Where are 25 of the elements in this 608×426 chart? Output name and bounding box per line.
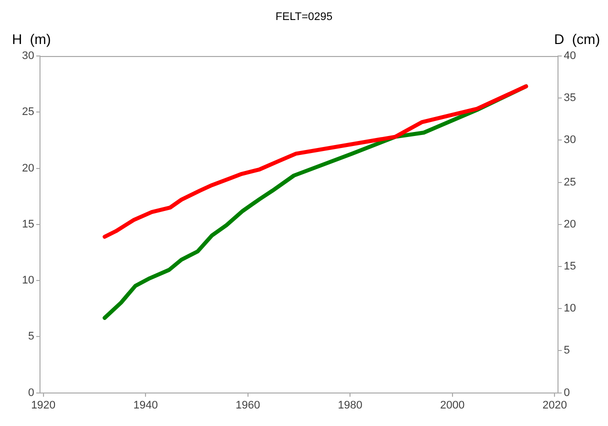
x-tick-label: 1960 xyxy=(236,399,260,412)
y2-tick-label: 40 xyxy=(564,50,576,62)
y2-axis-title: D (cm) xyxy=(554,31,600,47)
chart-title: FELT=0295 xyxy=(276,11,332,23)
x-tick-label: 1940 xyxy=(133,399,158,412)
y2-tick-label: 20 xyxy=(564,218,576,230)
x-tick-label: 1920 xyxy=(31,399,56,412)
y-tick-label: 5 xyxy=(28,330,34,343)
y2-tick-label: 0 xyxy=(564,386,570,399)
y-tick-label: 30 xyxy=(22,50,34,62)
y-tick-label: 25 xyxy=(22,106,34,118)
y-tick-label: 10 xyxy=(22,274,34,287)
y2-tick-label: 30 xyxy=(564,134,576,146)
y-tick-label: 0 xyxy=(28,386,34,399)
y2-tick-label: 15 xyxy=(564,260,576,273)
y2-tick-label: 5 xyxy=(564,344,570,357)
y-tick-label: 20 xyxy=(22,162,34,174)
x-tick-label: 1980 xyxy=(338,399,362,412)
x-tick-label: 2020 xyxy=(542,399,567,412)
y2-tick-label: 25 xyxy=(564,176,576,188)
y2-tick-label: 10 xyxy=(564,302,576,315)
y-axis-title: H (m) xyxy=(12,31,51,47)
y-tick-label: 15 xyxy=(22,218,34,230)
x-tick-label: 2000 xyxy=(440,399,465,412)
y2-tick-label: 35 xyxy=(564,92,576,104)
